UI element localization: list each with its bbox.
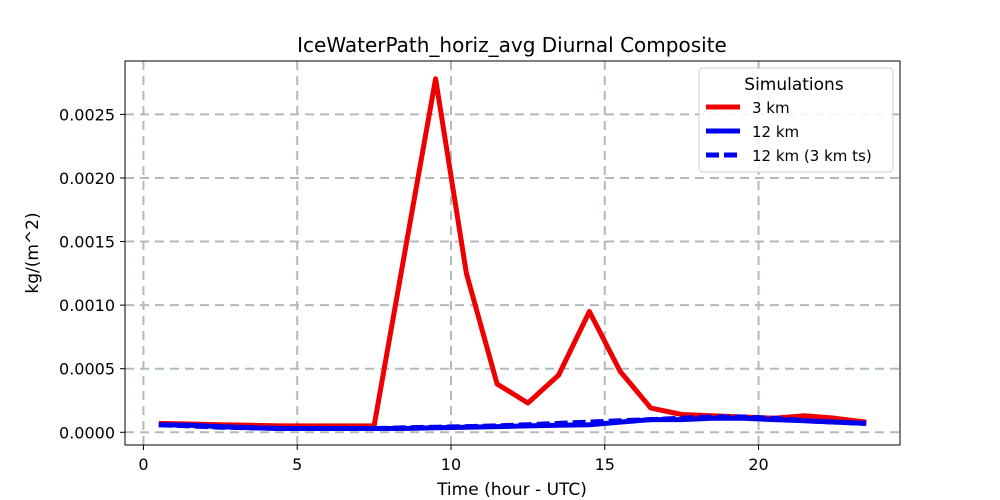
plot-frame xyxy=(124,60,901,446)
legend: Simulations 3 km 12 km 12 km (3 km ts) xyxy=(698,67,894,173)
x-axis-label: Time (hour - UTC) xyxy=(436,480,587,500)
y-axis: 0.0000 0.0005 0.0010 0.0015 0.0020 0.0025 xyxy=(59,105,125,442)
x-tick-label: 20 xyxy=(748,455,768,474)
y-tick-label: 0.0005 xyxy=(59,360,115,379)
y-tick-label: 0.0000 xyxy=(59,423,115,442)
legend-title: Simulations xyxy=(744,75,844,95)
legend-label-12km-3km-ts: 12 km (3 km ts) xyxy=(752,147,872,165)
y-tick-label: 0.0020 xyxy=(59,169,115,188)
y-tick-label: 0.0015 xyxy=(59,233,115,252)
series-layer xyxy=(158,76,867,431)
y-axis-label: kg/(m^2) xyxy=(23,212,43,293)
series-line-12-km-3-km-ts xyxy=(158,414,867,431)
x-tick-label: 10 xyxy=(441,455,461,474)
legend-label-3km: 3 km xyxy=(752,99,790,117)
legend-label-12km: 12 km xyxy=(752,123,799,141)
legend-box xyxy=(698,67,894,173)
chart-title: IceWaterPath_horiz_avg Diurnal Composite xyxy=(297,33,727,57)
x-axis: 0 5 10 15 20 xyxy=(138,445,769,474)
x-tick-label: 5 xyxy=(292,455,302,474)
y-tick-label: 0.0025 xyxy=(59,105,115,124)
y-tick-label: 0.0010 xyxy=(59,296,115,315)
x-tick-label: 15 xyxy=(595,455,615,474)
x-tick-label: 0 xyxy=(138,455,148,474)
